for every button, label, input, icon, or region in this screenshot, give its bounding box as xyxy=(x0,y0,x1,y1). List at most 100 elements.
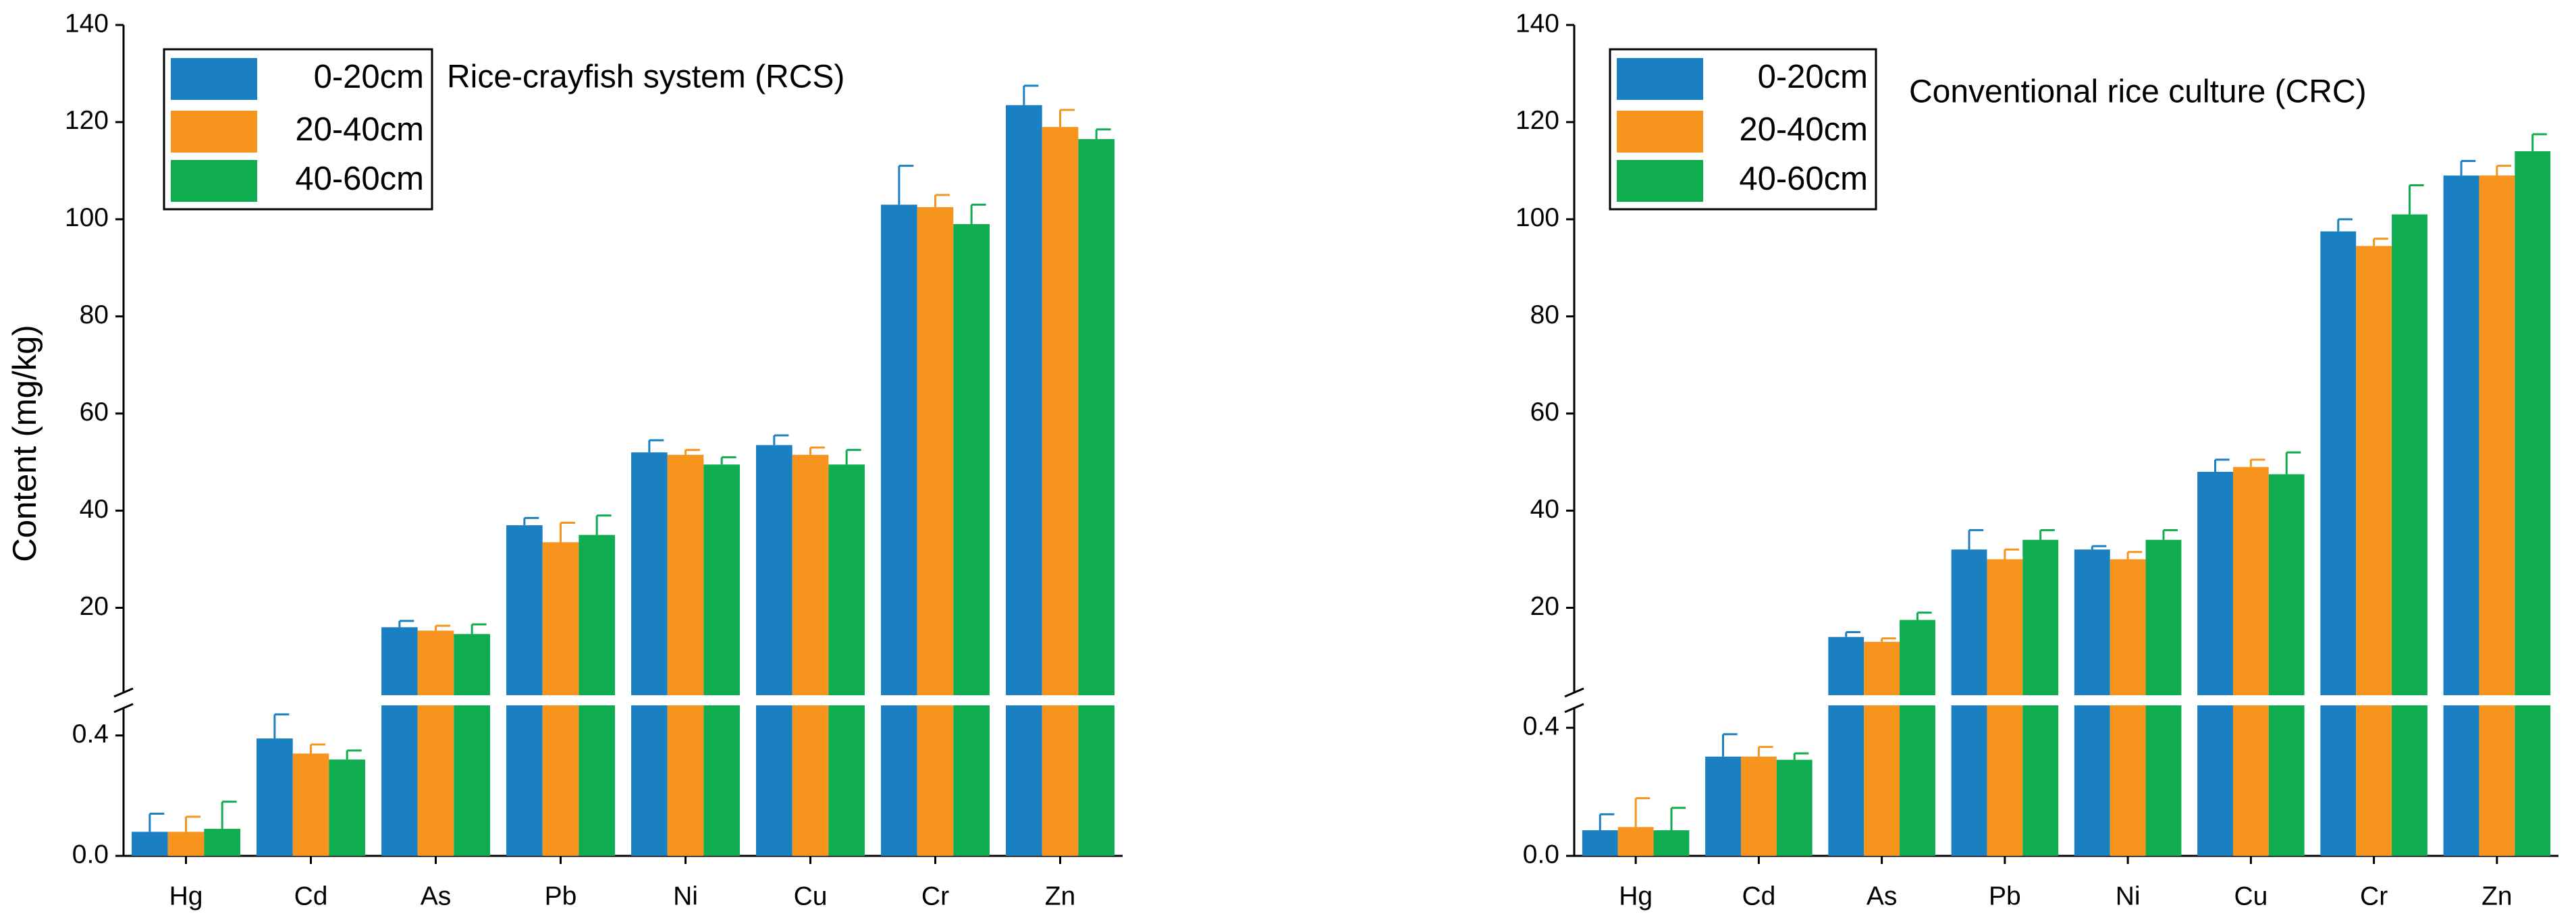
bar xyxy=(1078,139,1115,695)
error-bar xyxy=(1881,637,1896,642)
bar-lower xyxy=(506,705,543,856)
bar-lower xyxy=(2074,705,2110,856)
error-bar xyxy=(2496,165,2512,176)
y-tick-label: 0.4 xyxy=(72,720,109,749)
bar xyxy=(2356,246,2392,695)
x-tick-label: Cd xyxy=(294,882,328,911)
bar-lower xyxy=(542,705,579,856)
bar xyxy=(292,753,329,856)
bar-lower xyxy=(2356,705,2392,856)
bar xyxy=(2074,549,2110,695)
chart-title: Rice-crayfish system (RCS) xyxy=(447,59,844,95)
y-tick-label: 60 xyxy=(1530,398,1559,427)
bar xyxy=(506,525,543,695)
bar xyxy=(257,738,293,856)
error-bar xyxy=(2214,458,2230,472)
error-bar xyxy=(685,449,700,455)
error-bar xyxy=(2373,238,2388,246)
bar xyxy=(1042,127,1079,695)
bar xyxy=(1776,759,1813,856)
bar xyxy=(2443,175,2479,696)
error-bar xyxy=(149,813,165,832)
error-bar xyxy=(2337,218,2353,232)
error-bar xyxy=(934,194,950,207)
bar-lower xyxy=(1006,705,1042,856)
bar-lower xyxy=(1951,705,1987,856)
bar-lower xyxy=(1078,705,1115,856)
bar-lower xyxy=(2232,705,2269,856)
error-bar xyxy=(346,749,362,760)
error-bar xyxy=(1968,529,1984,550)
y-tick-label: 80 xyxy=(1530,300,1559,329)
bar xyxy=(1653,830,1690,856)
error-bar xyxy=(1634,797,1651,828)
bar xyxy=(2479,175,2515,696)
bar xyxy=(2268,474,2305,695)
bar xyxy=(1864,641,1900,695)
bar xyxy=(1582,830,1618,856)
bar xyxy=(631,452,668,695)
bar xyxy=(2022,539,2059,695)
x-tick-label: Zn xyxy=(1045,882,1076,911)
y-axis-label: Content (mg/kg) xyxy=(7,325,43,562)
error-bar xyxy=(1023,84,1039,105)
bar xyxy=(2392,214,2427,695)
y-tick-label: 40 xyxy=(80,495,109,524)
bar-lower xyxy=(2392,705,2427,856)
bar-lower xyxy=(417,705,454,856)
error-bar xyxy=(2126,551,2143,560)
y-tick-label: 20 xyxy=(1530,592,1559,621)
legend-swatch xyxy=(1617,111,1703,153)
bar xyxy=(454,634,490,695)
error-bar xyxy=(2039,529,2055,540)
y-tick-label: 0.4 xyxy=(1523,712,1559,741)
bar-lower xyxy=(703,705,740,856)
bar-lower xyxy=(2145,705,2182,856)
x-tick-label: Ni xyxy=(673,882,698,911)
error-bar xyxy=(720,456,736,465)
legend-label: 20-40cm xyxy=(295,111,424,148)
y-tick-label: 100 xyxy=(1515,203,1559,232)
error-bar xyxy=(595,514,612,535)
y-tick-label: 0.0 xyxy=(72,840,109,869)
error-bar xyxy=(2460,159,2476,176)
error-bar xyxy=(560,522,575,543)
bar xyxy=(1006,105,1042,695)
bar xyxy=(1951,549,1987,695)
bar-lower xyxy=(579,705,615,856)
error-bar xyxy=(1722,733,1738,757)
bar-lower xyxy=(2110,705,2146,856)
x-tick-label: Pb xyxy=(545,882,577,911)
x-tick-label: As xyxy=(421,882,452,911)
x-tick-label: Hg xyxy=(1619,882,1653,911)
x-tick-label: Hg xyxy=(169,882,203,911)
error-bar xyxy=(435,624,450,631)
bar xyxy=(132,832,168,856)
x-tick-label: Cu xyxy=(794,882,828,911)
error-bar xyxy=(523,516,539,526)
error-bar xyxy=(1059,109,1075,128)
bar xyxy=(953,224,990,695)
bar-lower xyxy=(454,705,490,856)
bar xyxy=(329,759,365,856)
x-tick-label: Pb xyxy=(1989,882,2021,911)
bar-lower xyxy=(1042,705,1079,856)
x-tick-label: As xyxy=(1867,882,1898,911)
error-bar xyxy=(970,203,986,225)
y-tick-label: 60 xyxy=(80,398,109,427)
bar-lower xyxy=(2443,705,2479,856)
legend-swatch xyxy=(1617,58,1703,100)
bar xyxy=(2197,472,2233,695)
bar-lower xyxy=(2197,705,2233,856)
bar xyxy=(2110,559,2146,695)
error-bar xyxy=(648,439,664,453)
bar xyxy=(2145,539,2182,695)
bar-lower xyxy=(381,705,418,856)
error-bar xyxy=(773,434,789,445)
bar-lower xyxy=(2022,705,2059,856)
error-bar xyxy=(471,623,487,634)
error-bar xyxy=(221,801,237,829)
bar xyxy=(828,464,865,695)
bar xyxy=(579,535,615,695)
